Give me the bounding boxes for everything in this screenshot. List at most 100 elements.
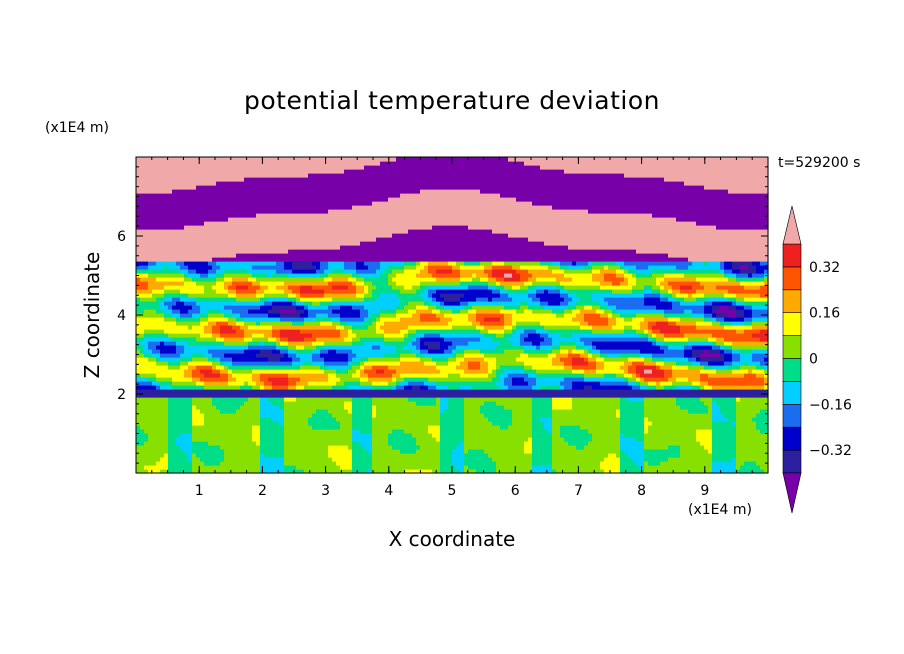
field-cell xyxy=(296,389,301,394)
field-cell xyxy=(672,425,677,430)
field-cell xyxy=(364,389,369,394)
field-cell xyxy=(328,417,333,422)
field-cell xyxy=(644,409,649,414)
field-cell xyxy=(752,405,757,410)
field-cell xyxy=(508,405,513,410)
field-cell xyxy=(656,373,661,378)
field-cell xyxy=(748,461,753,466)
field-cell xyxy=(560,453,565,458)
field-cell xyxy=(472,445,477,450)
field-cell xyxy=(364,377,369,382)
field-cell xyxy=(552,409,557,414)
field-cell xyxy=(452,433,457,438)
field-cell xyxy=(184,409,189,414)
field-cell xyxy=(144,397,149,402)
field-cell xyxy=(560,365,565,370)
field-cell xyxy=(484,385,489,390)
field-cell xyxy=(640,365,645,370)
field-cell xyxy=(544,377,549,382)
field-cell xyxy=(364,441,369,446)
field-cell xyxy=(416,421,421,426)
field-cell xyxy=(252,449,257,454)
field-cell xyxy=(144,437,149,442)
field-cell xyxy=(744,349,749,354)
field-cell xyxy=(704,429,709,434)
field-cell xyxy=(388,345,393,350)
field-cell xyxy=(760,429,765,434)
field-cell xyxy=(232,369,237,374)
field-cell xyxy=(240,357,245,362)
field-cell xyxy=(704,413,709,418)
field-cell xyxy=(152,437,157,442)
field-cell xyxy=(516,381,521,386)
field-cell xyxy=(692,349,697,354)
field-cell xyxy=(172,385,177,390)
field-cell xyxy=(520,461,525,466)
field-cell xyxy=(700,401,705,406)
field-cell xyxy=(388,361,393,366)
field-cell xyxy=(432,453,437,458)
field-cell xyxy=(488,361,493,366)
field-cell xyxy=(220,381,225,386)
field-cell xyxy=(672,469,677,474)
field-cell xyxy=(360,369,365,374)
field-cell xyxy=(144,401,149,406)
field-cell xyxy=(360,465,365,470)
field-cell xyxy=(540,425,545,430)
field-cell xyxy=(508,425,513,430)
field-cell xyxy=(588,429,593,434)
field-cell xyxy=(212,385,217,390)
field-cell xyxy=(452,353,457,358)
field-cell xyxy=(204,349,209,354)
field-cell xyxy=(252,457,257,462)
field-cell xyxy=(224,385,229,390)
field-cell xyxy=(588,457,593,462)
field-cell xyxy=(300,461,305,466)
field-cell xyxy=(640,409,645,414)
field-cell xyxy=(220,401,225,406)
field-cell xyxy=(176,401,181,406)
field-cell xyxy=(764,381,769,386)
field-cell xyxy=(268,425,273,430)
field-cell xyxy=(328,397,333,402)
field-cell xyxy=(240,353,245,358)
field-cell xyxy=(352,413,357,418)
field-cell xyxy=(312,369,317,374)
field-cell xyxy=(596,369,601,374)
field-cell xyxy=(628,349,633,354)
field-cell xyxy=(564,397,569,402)
field-cell xyxy=(748,457,753,462)
field-cell xyxy=(376,397,381,402)
field-cell xyxy=(208,429,213,434)
field-cell xyxy=(584,389,589,394)
field-cell xyxy=(260,417,265,422)
field-cell xyxy=(644,465,649,470)
field-cell xyxy=(644,429,649,434)
field-cell xyxy=(492,453,497,458)
field-cell xyxy=(716,377,721,382)
field-cell xyxy=(296,377,301,382)
field-cell xyxy=(232,353,237,358)
field-cell xyxy=(648,441,653,446)
field-cell xyxy=(464,373,469,378)
field-cell xyxy=(368,421,373,426)
field-cell xyxy=(144,357,149,362)
field-cell xyxy=(332,461,337,466)
field-cell xyxy=(488,377,493,382)
field-cell xyxy=(592,457,597,462)
field-cell xyxy=(188,433,193,438)
field-cell xyxy=(584,413,589,418)
field-cell xyxy=(488,453,493,458)
field-cell xyxy=(428,369,433,374)
field-cell xyxy=(496,441,501,446)
field-cell xyxy=(200,369,205,374)
field-cell xyxy=(672,369,677,374)
field-cell xyxy=(360,429,365,434)
field-cell xyxy=(584,469,589,474)
field-cell xyxy=(456,449,461,454)
field-cell xyxy=(168,345,173,350)
field-cell xyxy=(764,349,769,354)
field-cell xyxy=(408,373,413,378)
field-cell xyxy=(356,437,361,442)
field-cell xyxy=(328,449,333,454)
